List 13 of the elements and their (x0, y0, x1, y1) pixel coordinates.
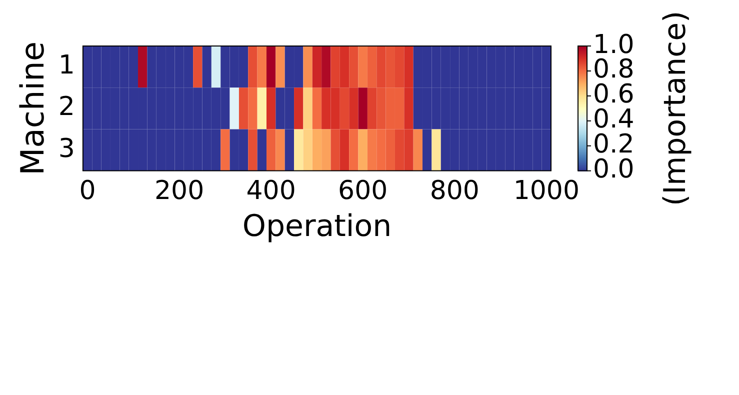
color-bar-title: (Importance) (658, 10, 693, 206)
x-tick-label: 0 (79, 176, 96, 206)
x-tick-label: 400 (246, 176, 296, 206)
y-tick-label: 2 (58, 92, 75, 122)
x-axis-title: Operation (242, 208, 392, 244)
y-tick-label: 3 (58, 134, 75, 164)
y-tick-label: 1 (58, 50, 75, 81)
x-tick-label: 200 (154, 176, 204, 206)
x-tick-label: 1000 (513, 176, 580, 206)
y-axis-title: Machine (14, 41, 52, 176)
x-tick-label: 600 (338, 176, 388, 206)
color-bar-label: 0.0 (593, 154, 634, 185)
x-tick-label: 800 (430, 176, 480, 206)
